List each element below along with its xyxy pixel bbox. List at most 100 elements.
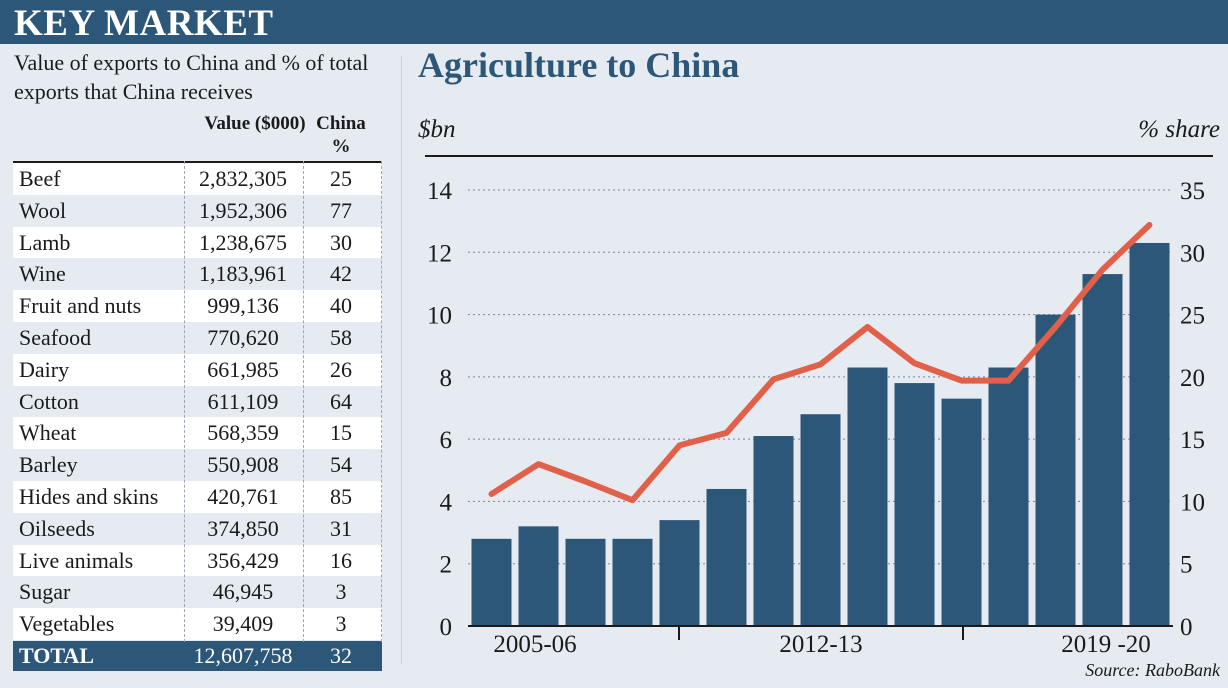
row-value: 661,985 [207, 356, 279, 382]
chart-title: Agriculture to China [418, 45, 740, 85]
row-name: Barley [19, 452, 78, 478]
row-value: 1,238,675 [199, 229, 287, 255]
y2-tick-label: 35 [1180, 178, 1205, 205]
x-tick-label: 2012-13 [779, 631, 862, 658]
row-name: Seafood [19, 324, 92, 350]
bar [471, 538, 512, 626]
table-row: Wine 1,183,961 42 [13, 258, 382, 290]
row-name: Hides and skins [19, 483, 159, 509]
row-pct: 26 [330, 356, 352, 382]
share-line [488, 221, 1153, 504]
row-pct: 3 [335, 579, 347, 605]
table-header: Value ($000) China % [13, 110, 382, 163]
row-pct: 77 [330, 197, 352, 223]
row-name: Wheat [19, 420, 77, 446]
bar [1082, 274, 1123, 626]
row-name: Dairy [19, 356, 70, 382]
row-name: Vegetables [19, 611, 115, 637]
row-name: Cotton [19, 388, 79, 414]
row-pct: 30 [330, 229, 352, 255]
row-name: Live animals [19, 547, 134, 573]
bar [847, 367, 888, 626]
row-pct: 31 [330, 515, 352, 541]
table-row: Hides and skins 420,761 85 [13, 480, 382, 513]
row-pct: 16 [330, 547, 352, 573]
y2-tick-label: 25 [1180, 303, 1205, 330]
table-body: Beef 2,832,305 25 Wool 1,952,306 77 Lamb 1,238,… [13, 163, 382, 640]
row-pct: 40 [330, 293, 352, 319]
y2-tick-label: 0 [1180, 614, 1193, 641]
column-divider [303, 161, 304, 642]
column-header-china-pct: China % [316, 113, 366, 157]
total-label: TOTAL [19, 642, 94, 668]
bar [1035, 314, 1076, 626]
source-note: Source: RaboBank [1085, 660, 1220, 680]
bar [612, 538, 653, 626]
row-pct: 3 [335, 611, 347, 637]
table-row: Wheat 568,359 15 [13, 417, 382, 450]
row-name: Oilseeds [19, 515, 95, 541]
column-header-value: Value ($000) [204, 113, 306, 134]
y2-tick-label: 20 [1180, 365, 1205, 392]
bar [659, 520, 700, 626]
row-value: 420,761 [207, 483, 279, 509]
y-tick-label: 10 [427, 303, 452, 330]
table-row: Oilseeds 374,850 31 [13, 513, 382, 545]
row-name: Wine [19, 261, 66, 287]
total-value: 12,607,758 [193, 642, 293, 668]
row-value: 568,359 [207, 420, 279, 446]
bar [988, 367, 1029, 626]
table-row: Vegetables 39,409 3 [13, 608, 382, 640]
row-value: 39,409 [212, 611, 274, 637]
row-value: 1,952,306 [199, 197, 287, 223]
y-tick-label: 2 [440, 552, 453, 579]
row-value: 374,850 [207, 515, 279, 541]
column-divider [381, 161, 382, 642]
bar [941, 398, 982, 626]
table-row: Sugar 46,945 3 [13, 576, 382, 608]
row-name: Wool [19, 197, 67, 223]
row-pct: 64 [330, 388, 352, 414]
row-value: 46,945 [212, 579, 274, 605]
table-row: Dairy 661,985 26 [13, 353, 382, 386]
y-tick-label: 8 [440, 365, 453, 392]
y-tick-label: 0 [440, 614, 453, 641]
exports-table: Value ($000) China % Beef 2,832,305 25 Wool… [13, 110, 382, 671]
row-pct: 54 [330, 452, 352, 478]
table-row: Barley 550,908 54 [13, 449, 382, 481]
row-value: 999,136 [207, 293, 279, 319]
page-title: KEY MARKET [14, 3, 274, 44]
row-pct: 58 [330, 324, 352, 350]
bar [894, 383, 935, 626]
table-total-row: TOTAL 12,607,758 32 [13, 640, 382, 671]
y2-tick-label: 15 [1180, 427, 1205, 454]
y-axis-unit: $bn [418, 116, 456, 143]
x-tick-label: 2019 -20 [1061, 631, 1151, 658]
y-tick-label: 12 [427, 240, 452, 267]
bar [753, 436, 794, 626]
panel-divider [401, 56, 402, 664]
y-tick-label: 4 [440, 489, 453, 516]
bar [706, 488, 747, 626]
row-value: 1,183,961 [199, 261, 287, 287]
table-row: Wool 1,952,306 77 [13, 195, 382, 227]
row-value: 2,832,305 [199, 166, 287, 191]
table-row: Cotton 611,109 64 [13, 386, 382, 418]
header-banner: KEY MARKET [0, 0, 1228, 44]
row-name: Beef [19, 166, 61, 191]
row-value: 611,109 [207, 388, 279, 414]
y-tick-label: 6 [440, 427, 453, 454]
table-row: Lamb 1,238,675 30 [13, 226, 382, 259]
table-row: Fruit and nuts 999,136 40 [13, 290, 382, 322]
table-row: Beef 2,832,305 25 [13, 163, 382, 195]
column-divider [184, 161, 185, 642]
bar [1129, 242, 1170, 626]
y2-tick-label: 30 [1180, 240, 1205, 267]
y2-tick-label: 10 [1180, 489, 1205, 516]
row-pct: 15 [330, 420, 352, 446]
bar [800, 414, 841, 626]
total-pct: 32 [330, 642, 352, 668]
table-subtitle: Value of exports to China and % of total… [14, 50, 369, 104]
y2-axis-unit: % share [1138, 116, 1220, 143]
